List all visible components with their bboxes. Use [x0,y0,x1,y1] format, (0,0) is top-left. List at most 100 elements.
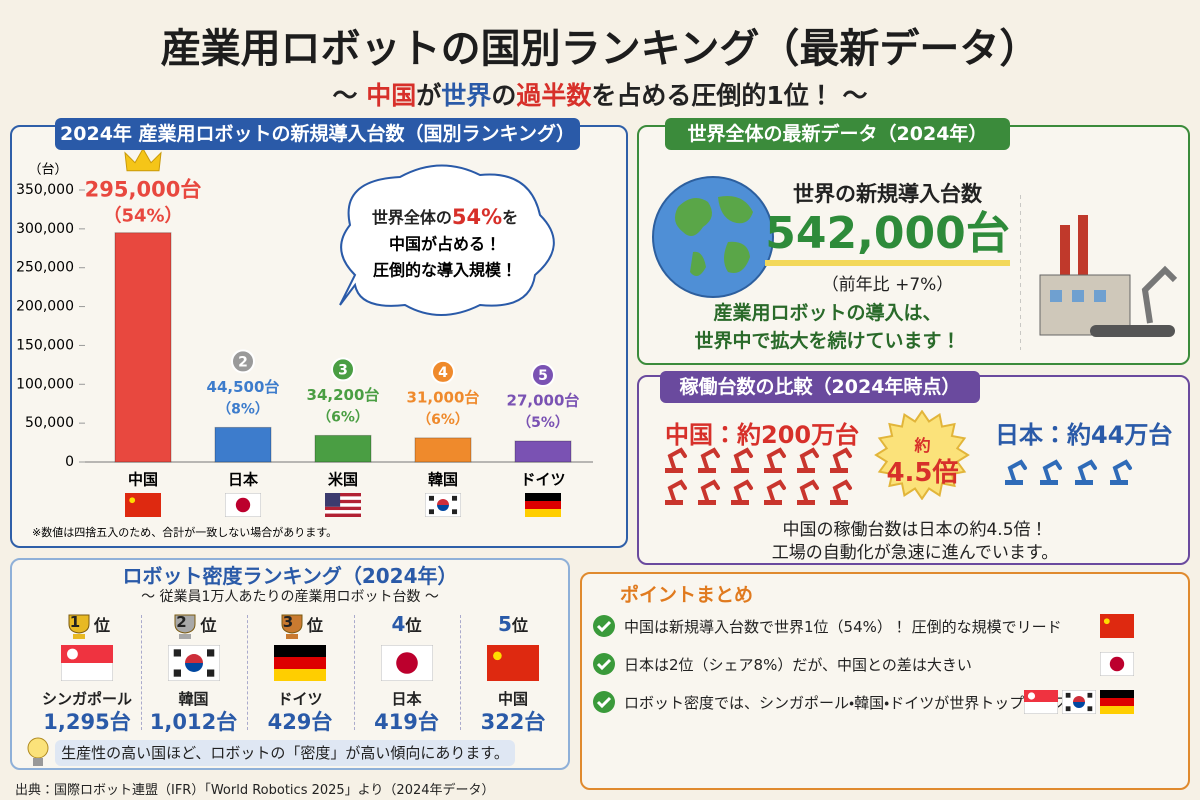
density-value: 419台 [374,710,439,734]
robot-base [698,468,716,473]
robot-base [731,500,749,505]
globe-land [690,251,706,276]
flag [1100,690,1134,714]
rank-badge [231,349,255,374]
flag-trigram [1065,706,1071,712]
rank-number: 3 [282,613,294,631]
robot-arm [667,479,687,502]
flag [167,644,220,682]
density-country: シンガポール [41,690,132,708]
summary-item: 中国は新規導入台数で世界1位（54%）！ 圧倒的な規模でリード [624,618,1062,636]
flag-trigram [1087,692,1093,698]
flag-field [125,493,161,517]
density-value: 1,012台 [149,710,238,734]
flag-field [1100,614,1134,638]
check [593,653,615,675]
robot-base [665,500,683,505]
robot-arm [1042,459,1062,482]
flag-stripe [525,493,561,501]
robot-arm [766,447,786,470]
trophy [174,614,196,639]
flag-box [487,645,539,681]
flag-disc [395,652,418,674]
flag-stripe [325,493,361,497]
y-unit: （台） [28,162,67,178]
flag-box [274,645,326,681]
share-label: （8%） [217,401,269,417]
robot-arm [1077,459,1097,482]
flag-group [525,493,561,517]
world-line: 世界中で拡大を続けています！ [694,330,961,352]
rank-number: 2 [176,613,187,631]
rank-suffix: 位 [93,616,110,635]
robot-base [764,468,782,473]
x-tick-label: 韓国 [428,471,458,489]
world-change: （前年比 +7%） [821,275,954,295]
y-tick-label: 0 [65,454,74,470]
flag-canton [325,493,341,507]
window [1072,290,1084,302]
column-divider [247,615,248,730]
flag-box [60,644,114,682]
summary-item: ロボット密度では、シンガポール・韓国・ドイツが世界トップクラス [624,694,1069,712]
globe-land [674,198,712,236]
flag-stripe [325,496,361,500]
subtitle-part: を占める圧倒的1位！ 〜 [591,81,868,110]
y-tick-label: 200,000 [16,299,74,315]
flag-box [167,644,220,682]
robot-base [665,468,683,473]
summary-title: ポイントまとめ [620,584,754,606]
subtitle-part: 〜 [332,81,367,110]
robot-arm [667,447,687,470]
rank-label: 4 [438,365,448,381]
rank-badge [331,357,355,382]
flag-stripe [325,513,361,517]
density-subtitle: 〜 従業員1万人あたりの産業用ロボット台数 〜 [141,589,439,605]
flag [487,645,539,681]
density-rank: 5位 [463,610,563,640]
subtitle-part: 世界 [441,81,492,110]
column-divider [460,615,461,730]
flag-taegeuk [184,663,203,672]
density-value: 1,295台 [43,710,131,734]
trophy [68,614,90,639]
x-tick-label: ドイツ [520,471,565,489]
factory [1020,195,1178,350]
density-country: 韓国 [178,690,209,708]
robot-arm [733,479,753,502]
density-note: 生産性の高い国ほど、ロボットの「密度」が高い傾向にあります。 [55,740,515,766]
globe-ocean [652,176,774,298]
flag-box [1100,690,1134,714]
robot-arm [799,479,819,502]
ratio-burst [874,410,970,500]
flag [525,493,561,517]
flag-trigram [206,669,214,677]
flag-disc [1109,656,1125,672]
flag [225,493,261,517]
value-label: 27,000台 [507,392,580,410]
rank-number: 4 [391,612,406,636]
callout-line: 世界全体の54%を [372,205,518,229]
callout-line: 中国が占める！ [389,235,501,254]
robot-arm [766,479,786,502]
flag-taegeuk [437,499,449,505]
robot-arm [799,447,819,470]
flag-trigram [206,649,214,657]
bar [314,434,372,463]
check-mark [596,658,612,671]
flag-moon [67,648,78,660]
robot-base [731,468,749,473]
flag-trigram [1087,706,1093,712]
bulb-glass [27,737,49,759]
check-icon [592,652,616,676]
density-country: 日本 [391,690,422,708]
y-tick-label: 100,000 [16,376,74,392]
flag-disc [235,497,251,513]
subtitle: 〜 中国が世界の過半数を占める圧倒的1位！ 〜 [0,76,1200,112]
flag-trigram [1065,692,1071,698]
chart-note: ※数値は四捨五入のため、合計が一致しない場合があります。 [32,525,337,539]
flag-trigram [428,509,434,515]
y-tick-label: 350,000 [16,182,74,198]
density-value: 322台 [480,710,546,734]
